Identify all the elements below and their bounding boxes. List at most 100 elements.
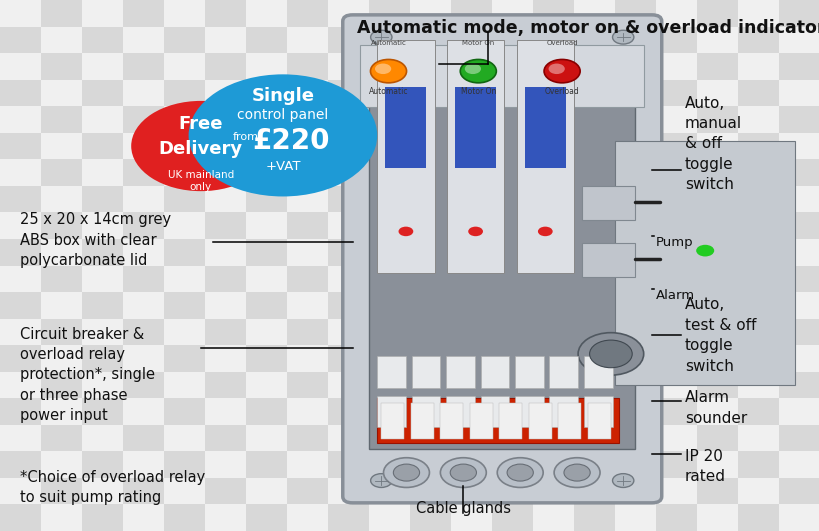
FancyBboxPatch shape xyxy=(446,40,504,273)
Bar xyxy=(328,292,369,319)
Bar xyxy=(0,504,41,531)
Bar xyxy=(246,451,287,478)
Bar xyxy=(82,27,123,53)
Bar xyxy=(532,27,573,53)
Bar xyxy=(696,239,737,266)
Bar xyxy=(205,133,246,159)
Bar xyxy=(655,319,696,345)
Bar xyxy=(41,133,82,159)
Bar xyxy=(246,159,287,186)
Bar xyxy=(491,345,532,372)
Bar xyxy=(369,106,410,133)
Bar xyxy=(450,504,491,531)
Bar xyxy=(328,212,369,239)
Bar xyxy=(287,504,328,531)
Bar xyxy=(696,292,737,319)
Bar xyxy=(450,106,491,133)
Circle shape xyxy=(695,245,713,256)
Bar xyxy=(41,372,82,398)
Bar xyxy=(491,186,532,212)
Bar xyxy=(655,478,696,504)
Bar xyxy=(82,0,123,27)
Bar xyxy=(737,0,778,27)
Bar xyxy=(287,372,328,398)
Bar xyxy=(573,345,614,372)
Bar xyxy=(573,106,614,133)
Bar xyxy=(0,372,41,398)
Bar xyxy=(205,159,246,186)
Text: Auto,
manual
& off
toggle
switch: Auto, manual & off toggle switch xyxy=(684,96,741,192)
Bar xyxy=(328,27,369,53)
Text: Automatic: Automatic xyxy=(369,87,408,96)
Bar xyxy=(328,0,369,27)
Bar xyxy=(41,504,82,531)
Bar xyxy=(532,319,573,345)
Bar xyxy=(369,212,410,239)
Bar xyxy=(696,451,737,478)
Bar xyxy=(369,266,410,292)
Text: Cable glands: Cable glands xyxy=(415,501,510,516)
Bar xyxy=(287,478,328,504)
Text: Free: Free xyxy=(179,115,223,133)
Text: Circuit breaker &
overload relay
protection*, single
or three phase
power input: Circuit breaker & overload relay protect… xyxy=(20,327,156,423)
Bar xyxy=(328,266,369,292)
Bar xyxy=(164,80,205,106)
Bar xyxy=(246,106,287,133)
Bar xyxy=(82,451,123,478)
Bar xyxy=(164,212,205,239)
Bar xyxy=(410,239,450,266)
Bar xyxy=(328,186,369,212)
Bar xyxy=(205,504,246,531)
Bar xyxy=(450,159,491,186)
Circle shape xyxy=(440,458,486,487)
Bar xyxy=(491,451,532,478)
Bar xyxy=(369,133,410,159)
Circle shape xyxy=(544,59,579,83)
Bar xyxy=(491,212,532,239)
Bar xyxy=(450,398,491,425)
Bar xyxy=(123,292,164,319)
Bar xyxy=(164,319,205,345)
Text: £220: £220 xyxy=(252,127,329,155)
Bar xyxy=(41,212,82,239)
Bar xyxy=(573,133,614,159)
Text: Alarm
sounder: Alarm sounder xyxy=(684,390,746,426)
Bar xyxy=(491,398,532,425)
Bar xyxy=(82,106,123,133)
Bar xyxy=(328,451,369,478)
Bar xyxy=(410,372,450,398)
Bar xyxy=(491,53,532,80)
Bar xyxy=(737,319,778,345)
Bar xyxy=(532,133,573,159)
Bar xyxy=(655,425,696,451)
Circle shape xyxy=(554,458,600,487)
FancyBboxPatch shape xyxy=(446,356,474,388)
Bar xyxy=(696,80,737,106)
Bar xyxy=(41,319,82,345)
Bar xyxy=(0,451,41,478)
Bar xyxy=(369,504,410,531)
Bar xyxy=(41,106,82,133)
Bar xyxy=(655,212,696,239)
Bar xyxy=(410,212,450,239)
Bar xyxy=(246,0,287,27)
Bar xyxy=(369,372,410,398)
Circle shape xyxy=(459,59,495,83)
Bar xyxy=(369,478,410,504)
Bar xyxy=(123,80,164,106)
Bar xyxy=(737,372,778,398)
Text: Auto,
test & off
toggle
switch: Auto, test & off toggle switch xyxy=(684,297,755,374)
FancyBboxPatch shape xyxy=(558,403,581,439)
Bar xyxy=(655,133,696,159)
Bar xyxy=(41,27,82,53)
Text: Pump: Pump xyxy=(655,236,693,249)
Bar xyxy=(450,0,491,27)
Bar xyxy=(532,186,573,212)
Circle shape xyxy=(131,101,270,191)
Bar xyxy=(164,478,205,504)
Bar xyxy=(655,345,696,372)
Bar xyxy=(246,319,287,345)
Bar xyxy=(328,478,369,504)
Bar xyxy=(287,0,328,27)
Bar xyxy=(614,53,655,80)
